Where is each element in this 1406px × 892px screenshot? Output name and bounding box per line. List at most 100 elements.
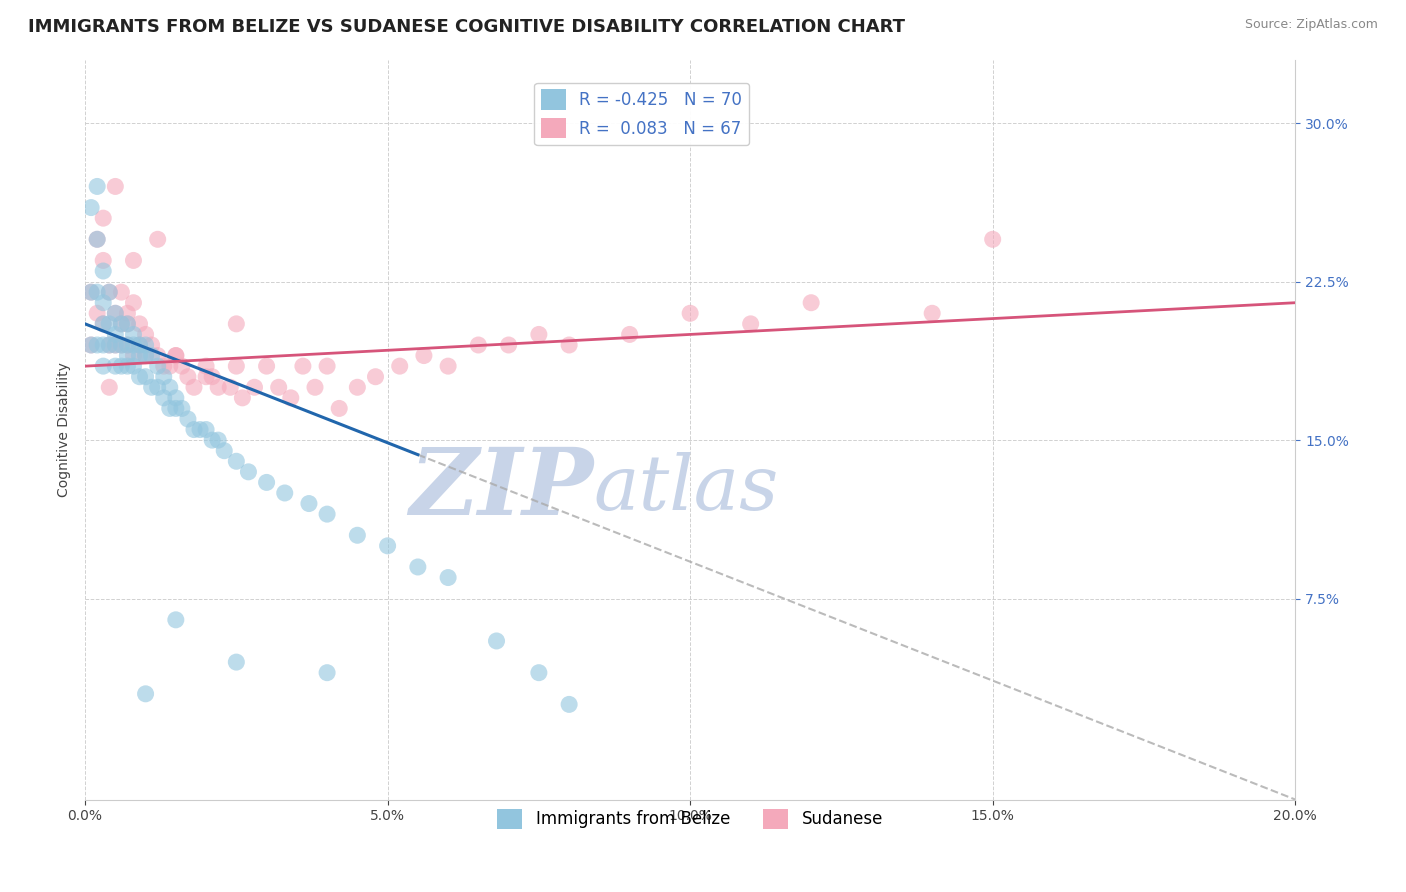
Point xyxy=(165,391,187,405)
Point xyxy=(177,369,200,384)
Point xyxy=(165,401,187,416)
Point xyxy=(91,211,114,226)
Point xyxy=(91,317,114,331)
Point xyxy=(679,306,702,320)
Point xyxy=(128,349,150,363)
Point xyxy=(183,423,205,437)
Point xyxy=(267,380,290,394)
Point xyxy=(86,232,108,246)
Point xyxy=(117,338,139,352)
Point xyxy=(183,380,205,394)
Point xyxy=(225,454,247,468)
Point xyxy=(110,317,132,331)
Point xyxy=(135,349,157,363)
Point xyxy=(406,560,429,574)
Point xyxy=(122,253,145,268)
Point xyxy=(619,327,641,342)
Point xyxy=(527,665,550,680)
Point xyxy=(207,380,229,394)
Point xyxy=(558,698,581,712)
Point xyxy=(80,201,103,215)
Point xyxy=(110,338,132,352)
Point xyxy=(135,327,157,342)
Point xyxy=(231,391,253,405)
Point xyxy=(86,285,108,300)
Text: ZIP: ZIP xyxy=(409,443,593,533)
Y-axis label: Cognitive Disability: Cognitive Disability xyxy=(58,362,72,497)
Point xyxy=(921,306,943,320)
Point xyxy=(86,338,108,352)
Point xyxy=(86,306,108,320)
Point xyxy=(165,613,187,627)
Point xyxy=(146,380,169,394)
Point xyxy=(274,486,297,500)
Point xyxy=(225,655,247,669)
Point xyxy=(128,317,150,331)
Legend: Immigrants from Belize, Sudanese: Immigrants from Belize, Sudanese xyxy=(491,802,890,836)
Point xyxy=(104,327,127,342)
Point xyxy=(159,359,181,373)
Point xyxy=(238,465,260,479)
Point xyxy=(128,338,150,352)
Point xyxy=(110,317,132,331)
Point xyxy=(304,380,326,394)
Point xyxy=(225,317,247,331)
Point xyxy=(104,306,127,320)
Point xyxy=(800,295,823,310)
Point xyxy=(98,338,121,352)
Point xyxy=(165,349,187,363)
Point xyxy=(135,338,157,352)
Point xyxy=(256,359,278,373)
Point xyxy=(159,401,181,416)
Point xyxy=(98,380,121,394)
Point xyxy=(135,687,157,701)
Point xyxy=(152,391,174,405)
Point xyxy=(377,539,399,553)
Point xyxy=(485,634,508,648)
Point xyxy=(110,285,132,300)
Point xyxy=(159,380,181,394)
Point xyxy=(141,349,163,363)
Point xyxy=(135,349,157,363)
Point xyxy=(104,306,127,320)
Point xyxy=(117,359,139,373)
Point xyxy=(91,295,114,310)
Point xyxy=(117,306,139,320)
Point xyxy=(80,338,103,352)
Point xyxy=(195,359,218,373)
Point xyxy=(117,349,139,363)
Point xyxy=(201,369,224,384)
Text: IMMIGRANTS FROM BELIZE VS SUDANESE COGNITIVE DISABILITY CORRELATION CHART: IMMIGRANTS FROM BELIZE VS SUDANESE COGNI… xyxy=(28,18,905,36)
Point xyxy=(128,338,150,352)
Text: Source: ZipAtlas.com: Source: ZipAtlas.com xyxy=(1244,18,1378,31)
Point xyxy=(146,232,169,246)
Point xyxy=(80,285,103,300)
Point xyxy=(98,338,121,352)
Point xyxy=(364,369,387,384)
Point xyxy=(98,317,121,331)
Point xyxy=(981,232,1004,246)
Point xyxy=(152,359,174,373)
Point xyxy=(201,433,224,447)
Point xyxy=(146,349,169,363)
Point xyxy=(141,338,163,352)
Point xyxy=(170,359,193,373)
Point xyxy=(104,179,127,194)
Point xyxy=(298,497,321,511)
Point xyxy=(498,338,520,352)
Point xyxy=(188,423,211,437)
Point xyxy=(437,359,460,373)
Point xyxy=(195,423,218,437)
Point xyxy=(128,369,150,384)
Point xyxy=(117,317,139,331)
Point xyxy=(243,380,266,394)
Point xyxy=(91,264,114,278)
Point xyxy=(91,338,114,352)
Point xyxy=(80,338,103,352)
Point xyxy=(165,349,187,363)
Point xyxy=(558,338,581,352)
Point xyxy=(437,570,460,584)
Point xyxy=(122,349,145,363)
Text: atlas: atlas xyxy=(593,451,779,525)
Point xyxy=(740,317,762,331)
